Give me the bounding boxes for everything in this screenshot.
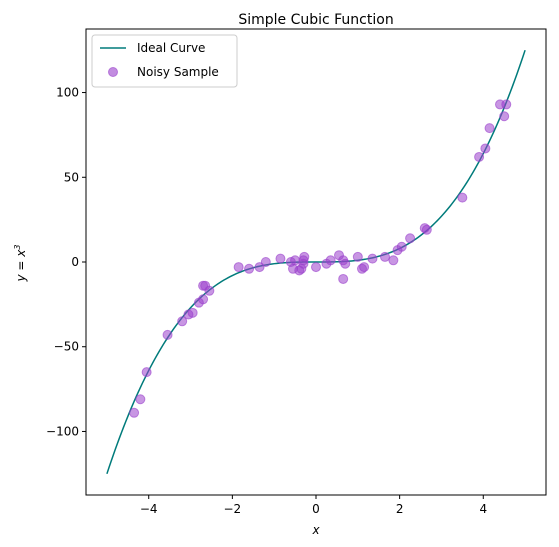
legend-box	[91, 34, 238, 88]
noisy-sample-point	[162, 329, 173, 340]
y-axis-label-base: y = x	[14, 249, 28, 283]
legend: Ideal Curve Noisy Sample	[91, 34, 238, 88]
noisy-sample-point	[396, 241, 407, 252]
y-axis-label: y = x3	[13, 245, 28, 283]
plot-area	[106, 49, 526, 475]
noisy-sample-point	[135, 394, 146, 405]
y-axis-label-exponent: 3	[13, 245, 22, 250]
x-axis-label: x	[311, 523, 320, 537]
noisy-sample-point	[367, 253, 378, 264]
noisy-sample-point	[499, 111, 510, 122]
legend-marker-swatch	[108, 67, 118, 77]
noisy-sample-point	[198, 294, 209, 305]
noisy-sample-point	[457, 192, 468, 203]
y-tick-label: −100	[46, 424, 79, 438]
plot-frame	[85, 28, 547, 496]
noisy-sample-point	[421, 224, 432, 235]
noisy-sample-point	[129, 407, 140, 418]
noisy-sample-point	[359, 262, 370, 273]
y-tick-label: 100	[56, 86, 79, 100]
noisy-sample-point	[388, 255, 399, 266]
y-axis-ticks: −100 −50 0 50 100	[46, 86, 86, 438]
noisy-sample-point	[338, 273, 349, 284]
ideal-curve-line	[106, 49, 526, 475]
noisy-sample-point	[141, 367, 152, 378]
x-tick-label: −4	[140, 502, 158, 516]
noisy-sample-point	[177, 316, 188, 327]
x-tick-label: 4	[479, 502, 487, 516]
x-tick-label: −2	[224, 502, 242, 516]
y-tick-label: 50	[64, 170, 79, 184]
y-tick-label: −50	[54, 340, 79, 354]
noisy-sample-point	[405, 233, 416, 244]
legend-label-noisy-sample: Noisy Sample	[137, 65, 219, 79]
noisy-sample-point	[233, 262, 244, 273]
noisy-sample-point	[352, 251, 363, 262]
chart-title: Simple Cubic Function	[238, 12, 393, 28]
noisy-sample-point	[340, 258, 351, 269]
noisy-sample-point	[290, 255, 301, 266]
noisy-sample-point	[484, 123, 495, 134]
noisy-sample-point	[380, 251, 390, 262]
noisy-sample-point	[275, 253, 286, 264]
noisy-sample-point	[204, 285, 215, 296]
noisy-sample-point	[474, 151, 485, 162]
noisy-sample-point	[311, 262, 321, 273]
x-tick-label: 2	[396, 502, 404, 516]
noisy-sample-point	[480, 143, 491, 154]
noisy-sample-point	[244, 263, 255, 274]
x-axis-ticks: −4 −2 0 2 4	[140, 495, 487, 516]
noisy-sample-point	[299, 251, 310, 262]
x-tick-label: 0	[312, 502, 320, 516]
noisy-sample-point	[325, 255, 336, 266]
legend-label-ideal-curve: Ideal Curve	[137, 41, 205, 55]
noisy-sample-point	[187, 307, 198, 318]
y-tick-label: 0	[71, 255, 79, 269]
noisy-sample-point	[260, 257, 271, 267]
noisy-sample-point	[501, 99, 512, 110]
